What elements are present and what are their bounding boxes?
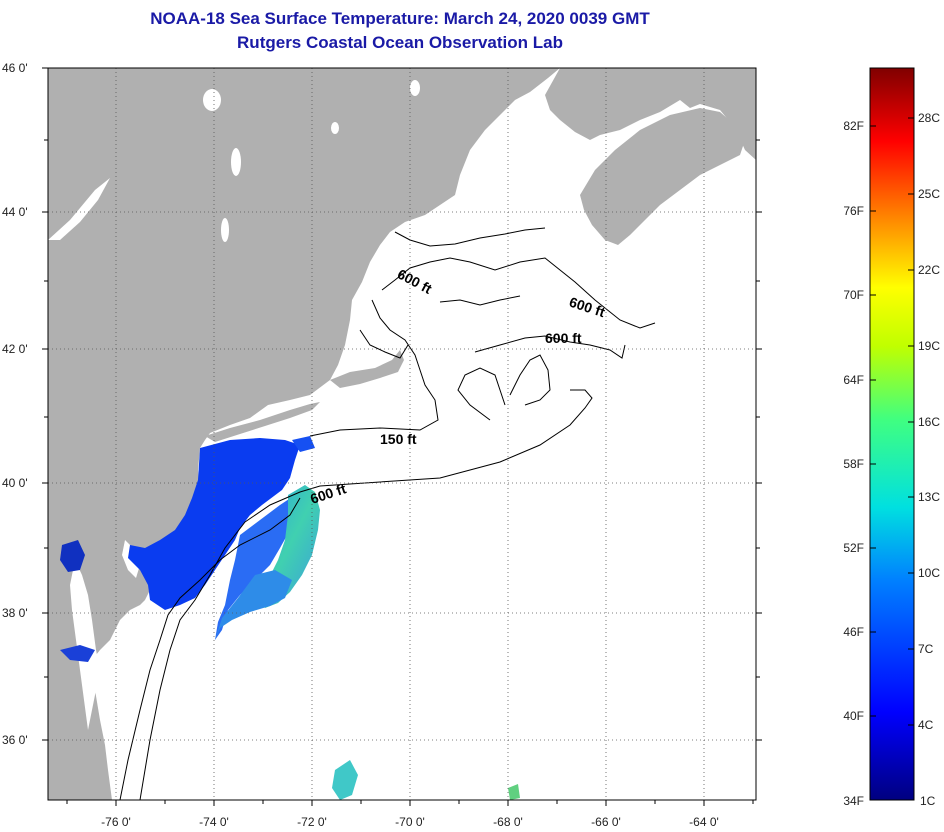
lake xyxy=(203,89,221,111)
lat-label: 46 0' xyxy=(2,61,28,75)
lat-label: 42 0' xyxy=(2,342,28,356)
colorbar-c-label: 25C xyxy=(918,187,940,201)
lat-label: 44 0' xyxy=(2,205,28,219)
lon-label: -68 0' xyxy=(493,815,523,829)
sst-lower-warm xyxy=(215,570,292,640)
colorbar-f-label: 70F xyxy=(843,288,864,302)
lake xyxy=(231,148,241,176)
colorbar xyxy=(869,67,915,801)
lon-label: -66 0' xyxy=(591,815,621,829)
contour-label: 600 ft xyxy=(545,330,582,346)
chesapeake-bay xyxy=(70,560,100,730)
lake xyxy=(221,218,229,242)
colorbar-c-ticks xyxy=(908,117,914,726)
colorbar-f-label: 52F xyxy=(843,541,864,555)
land-long-island xyxy=(205,402,320,442)
contour-lines xyxy=(119,227,656,800)
colorbar-c-label: 7C xyxy=(918,642,934,656)
lat-label: 40 0' xyxy=(2,476,28,490)
sst-patch xyxy=(292,436,315,452)
lon-label: -74 0' xyxy=(199,815,229,829)
colorbar-c-label: 10C xyxy=(918,566,940,580)
colorbar-f-label: 34F xyxy=(843,794,864,808)
colorbar-c-label: 16C xyxy=(918,415,940,429)
map-subtitle: Rutgers Coastal Ocean Observation Lab xyxy=(237,33,563,52)
lon-label: -70 0' xyxy=(395,815,425,829)
land-nova-scotia xyxy=(580,108,745,245)
colorbar-f-label: 76F xyxy=(843,204,864,218)
colorbar-c-label: 1C xyxy=(920,794,936,808)
frame-ticks xyxy=(42,67,762,806)
lake-ontario xyxy=(48,178,110,240)
colorbar-f-label: 64F xyxy=(843,373,864,387)
land-us xyxy=(48,68,560,800)
sst-patch xyxy=(508,784,520,800)
colorbar-f-label: 58F xyxy=(843,457,864,471)
land-new-brunswick xyxy=(545,68,756,160)
sst-patch xyxy=(332,760,358,800)
lon-label: -64 0' xyxy=(689,815,719,829)
map-title: NOAA-18 Sea Surface Temperature: March 2… xyxy=(150,9,650,28)
land-cape-cod xyxy=(330,350,404,388)
colorbar-f-ticks xyxy=(870,125,876,717)
colorbar-f-label: 82F xyxy=(843,119,864,133)
contour-label: 150 ft xyxy=(380,431,417,447)
sst-patch xyxy=(60,540,85,572)
colorbar-c-label: 19C xyxy=(918,339,940,353)
colorbar-c-label: 22C xyxy=(918,263,940,277)
colorbar-c-label: 28C xyxy=(918,111,940,125)
sst-mid-region xyxy=(215,495,300,640)
sst-patch xyxy=(60,645,95,662)
lon-label: -76 0' xyxy=(101,815,131,829)
colorbar-c-label: 13C xyxy=(918,490,940,504)
colorbar-f-label: 40F xyxy=(843,709,864,723)
lat-label: 36 0' xyxy=(2,733,28,747)
lake xyxy=(410,80,420,96)
lon-label: -72 0' xyxy=(297,815,327,829)
map-border xyxy=(47,67,757,801)
colorbar-f-label: 46F xyxy=(843,625,864,639)
colorbar-c-label: 4C xyxy=(918,718,934,732)
lake xyxy=(331,122,339,134)
lat-label: 38 0' xyxy=(2,606,28,620)
